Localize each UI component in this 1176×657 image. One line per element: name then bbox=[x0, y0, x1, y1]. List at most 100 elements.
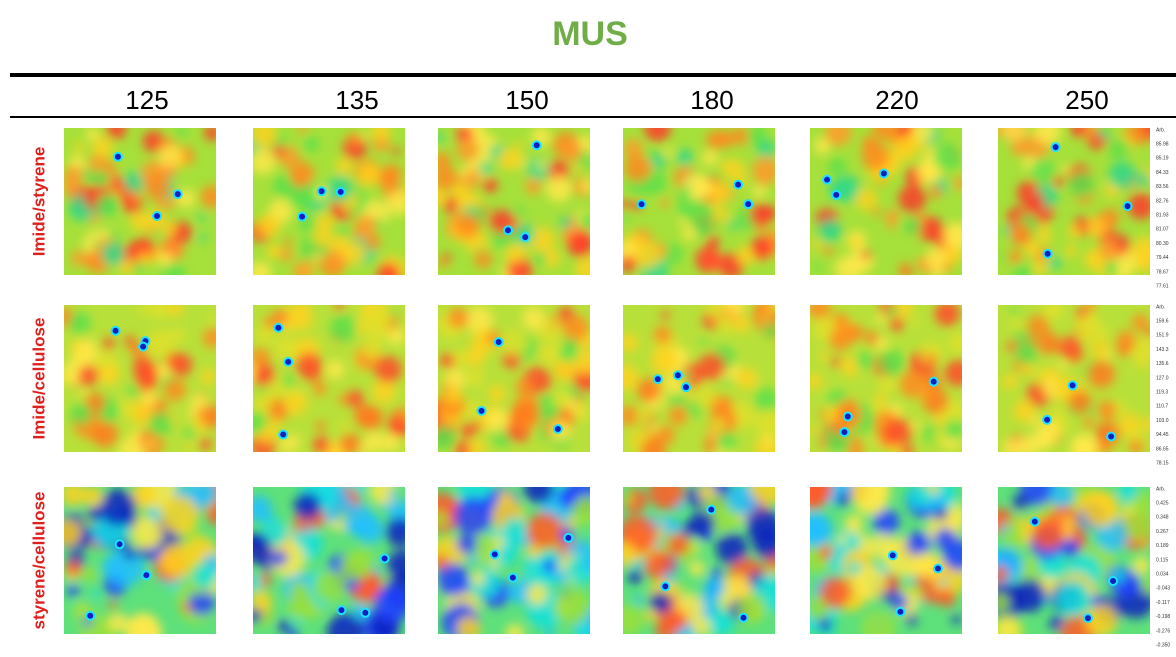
blob bbox=[1030, 157, 1055, 182]
blob bbox=[147, 439, 156, 448]
blob bbox=[1098, 128, 1109, 139]
blob bbox=[60, 481, 85, 506]
blob bbox=[1013, 579, 1046, 612]
blob bbox=[371, 121, 391, 141]
blob bbox=[382, 433, 400, 451]
blob bbox=[492, 536, 505, 549]
blob bbox=[566, 554, 596, 584]
heatmap bbox=[62, 119, 223, 285]
heatmap bbox=[807, 295, 971, 461]
column-header: 220 bbox=[875, 85, 918, 115]
blob-dot bbox=[114, 153, 122, 161]
blob bbox=[823, 246, 833, 256]
blob bbox=[567, 231, 593, 257]
blob bbox=[138, 307, 146, 315]
blob bbox=[385, 518, 415, 548]
blob bbox=[281, 374, 295, 388]
blob-dot bbox=[491, 550, 499, 558]
blob bbox=[339, 434, 361, 456]
blob bbox=[127, 385, 140, 398]
blob bbox=[1008, 249, 1022, 263]
scale-label: 0.034 bbox=[1156, 572, 1169, 578]
scale-label: -0.043 bbox=[1156, 586, 1170, 592]
blob bbox=[722, 377, 732, 387]
blob bbox=[429, 189, 447, 207]
blob-dot bbox=[674, 371, 682, 379]
blob bbox=[466, 369, 484, 387]
blob bbox=[92, 431, 102, 441]
title: MUS bbox=[552, 15, 628, 53]
blob bbox=[906, 614, 917, 625]
blob-dot bbox=[844, 412, 852, 420]
blob bbox=[797, 478, 828, 509]
blob bbox=[612, 365, 638, 391]
blob bbox=[67, 584, 79, 596]
blob bbox=[543, 559, 557, 573]
blob bbox=[634, 595, 643, 604]
blob bbox=[102, 338, 114, 350]
blob bbox=[814, 263, 823, 272]
blob bbox=[559, 306, 574, 321]
column-header: 150 bbox=[505, 85, 548, 115]
blob bbox=[709, 611, 734, 636]
blob bbox=[952, 615, 961, 624]
blob bbox=[474, 251, 491, 268]
blob bbox=[856, 188, 878, 210]
blob bbox=[148, 412, 173, 437]
blob-dot bbox=[274, 324, 282, 332]
blob bbox=[676, 149, 693, 166]
blob bbox=[336, 158, 353, 175]
blob bbox=[829, 328, 852, 351]
blob bbox=[696, 396, 709, 409]
blob bbox=[256, 327, 273, 344]
blob bbox=[934, 507, 948, 521]
blob bbox=[298, 124, 308, 134]
blob bbox=[750, 470, 785, 505]
blob bbox=[661, 311, 669, 319]
blob bbox=[198, 233, 207, 242]
blob bbox=[296, 353, 322, 379]
blob bbox=[751, 236, 773, 258]
blob bbox=[935, 301, 960, 326]
blob bbox=[377, 263, 400, 286]
blob bbox=[854, 567, 888, 601]
scale-label: 94.45 bbox=[1156, 432, 1169, 438]
heatmap bbox=[241, 468, 422, 651]
blob bbox=[563, 338, 578, 353]
blob bbox=[68, 312, 91, 335]
blob bbox=[357, 163, 380, 186]
blob bbox=[203, 328, 223, 348]
blob bbox=[554, 589, 590, 625]
blob bbox=[991, 566, 1008, 583]
blob bbox=[1068, 391, 1091, 414]
blob bbox=[899, 263, 911, 275]
blob bbox=[359, 132, 368, 141]
blob bbox=[488, 385, 505, 402]
blob bbox=[1129, 440, 1143, 454]
blob bbox=[861, 142, 889, 170]
blob bbox=[851, 485, 867, 501]
blob bbox=[470, 571, 484, 585]
heatmap bbox=[429, 118, 601, 286]
blob bbox=[938, 590, 956, 608]
blob bbox=[574, 395, 583, 404]
heatmap bbox=[427, 305, 601, 459]
blob bbox=[1049, 618, 1061, 630]
blob bbox=[1048, 256, 1061, 269]
blob bbox=[943, 539, 974, 570]
blob bbox=[326, 360, 345, 379]
blob bbox=[1052, 176, 1063, 187]
blob bbox=[861, 250, 870, 259]
blob-dot bbox=[337, 188, 345, 196]
blob bbox=[516, 378, 533, 395]
blob bbox=[1010, 315, 1028, 333]
blob bbox=[1049, 483, 1074, 508]
blob bbox=[329, 315, 356, 342]
row-label: styrene/cellulose bbox=[29, 492, 48, 630]
blob bbox=[515, 142, 523, 150]
blob bbox=[131, 193, 142, 204]
blob bbox=[911, 318, 920, 327]
blob bbox=[922, 388, 948, 414]
blob bbox=[502, 330, 528, 356]
blob-dot bbox=[934, 565, 942, 573]
